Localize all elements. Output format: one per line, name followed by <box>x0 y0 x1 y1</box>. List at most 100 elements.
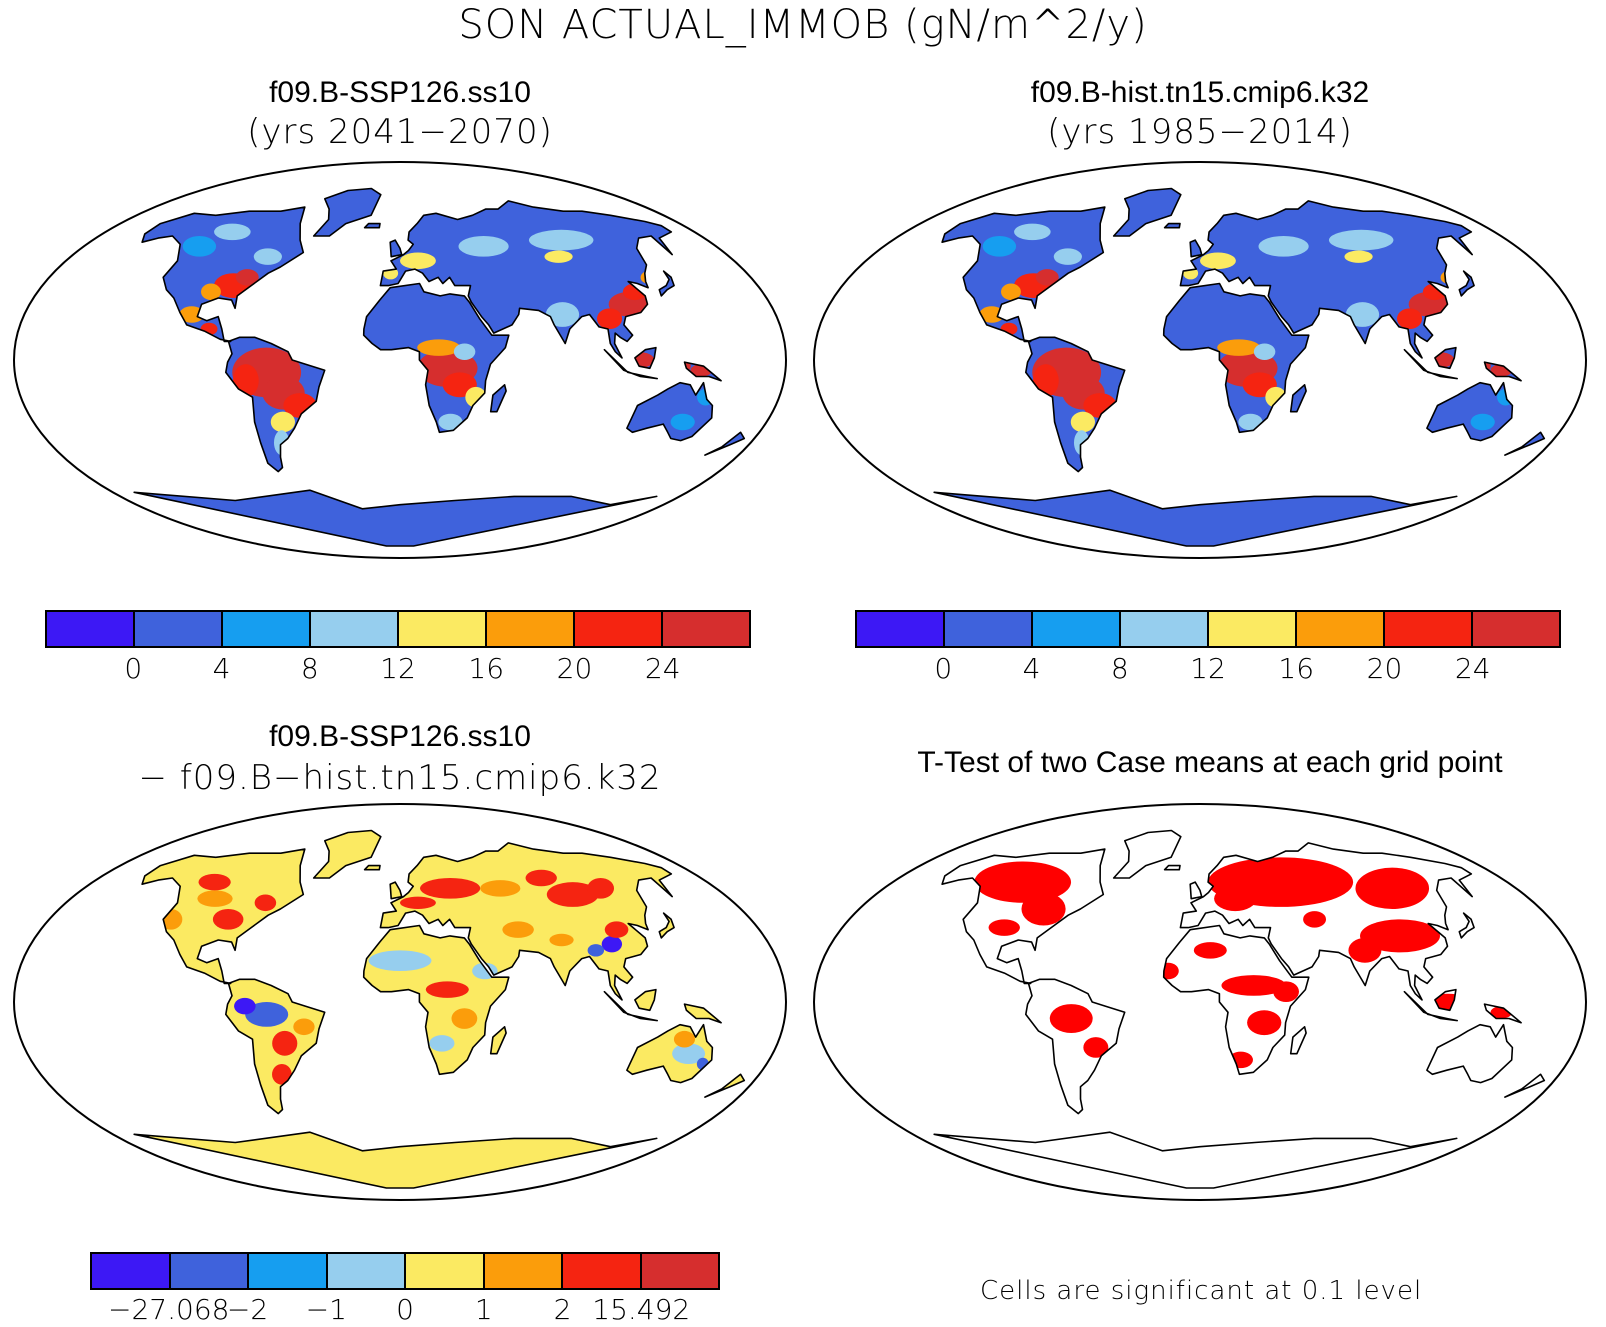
field-patch <box>1273 981 1299 1002</box>
coastline <box>362 924 510 1076</box>
colorbar-swatch <box>945 612 1033 646</box>
field-patch <box>1049 1004 1093 1033</box>
field-patch <box>214 223 251 241</box>
field-patch <box>1348 937 1382 963</box>
colorbar-swatch <box>327 1254 406 1288</box>
colorbar-swatch <box>170 1254 249 1288</box>
coastline <box>1426 381 1514 442</box>
field-patch <box>417 339 461 356</box>
colorbar-swatch <box>47 612 135 646</box>
coastline <box>933 489 1458 547</box>
field-patch <box>368 950 432 971</box>
field-patch <box>1360 919 1441 953</box>
colorbar-tick-label: 8 <box>300 652 319 685</box>
colorbar-tick-label: 15.492 <box>592 1293 691 1326</box>
coastline <box>133 1131 658 1189</box>
field-patch <box>270 411 295 433</box>
field-patch <box>1345 302 1380 327</box>
coastline <box>141 848 306 985</box>
field-patch <box>438 413 463 431</box>
field-patch <box>974 861 1072 903</box>
coastline <box>634 988 657 1012</box>
colorbar-tick-label: −1 <box>305 1293 347 1326</box>
coastline <box>1189 239 1203 258</box>
coastline <box>1025 978 1126 1115</box>
colorbar-tick-label: 0 <box>124 652 143 685</box>
colorbar-tick-label: 4 <box>212 652 231 685</box>
map-border <box>813 803 1587 1201</box>
field-patch <box>587 944 605 957</box>
coastline <box>362 282 510 434</box>
colorbar-swatch <box>487 612 575 646</box>
field-patch <box>672 1043 706 1064</box>
field-patch <box>1253 343 1276 360</box>
field-patch <box>1217 339 1261 356</box>
colorbar-swatch <box>1297 612 1385 646</box>
panel-bl-title: f09.B-SSP126.ss10 <box>269 720 531 753</box>
coastline <box>704 431 746 456</box>
coastline <box>1289 1026 1307 1055</box>
colorbar-swatch <box>1033 612 1121 646</box>
colorbar-ssp126 <box>45 610 751 648</box>
field-patch <box>1247 1010 1282 1036</box>
map-border <box>813 161 1587 559</box>
map-hist <box>813 161 1587 559</box>
coastline <box>1458 912 1475 939</box>
colorbar-swatch <box>406 1254 485 1288</box>
coastline <box>1112 187 1182 237</box>
colorbar-tick-label: 12 <box>1190 652 1226 685</box>
coastline <box>312 187 382 237</box>
coastline <box>1025 336 1126 473</box>
coastline <box>133 489 658 547</box>
coastline <box>1162 282 1310 434</box>
coastline <box>658 912 675 939</box>
coastline <box>1458 270 1475 297</box>
map-ttest <box>813 803 1587 1201</box>
coastline <box>941 206 1106 343</box>
panel-br-title: T-Test of two Case means at each grid po… <box>917 746 1503 779</box>
coastline <box>658 270 675 297</box>
field-patch <box>179 306 205 323</box>
field-patch <box>596 308 623 329</box>
colorbar-difference-labels: −27.068 −2 −1 0 1 2 15.492 <box>90 1293 720 1327</box>
field-patch <box>198 873 231 891</box>
field-patch <box>587 878 614 899</box>
map-ssp126 <box>13 161 787 559</box>
coastline <box>1434 346 1457 370</box>
colorbar-tick-label: 2 <box>553 1293 572 1326</box>
field-patch <box>1355 867 1430 909</box>
coastline <box>683 1003 722 1024</box>
colorbar-tick-label: 4 <box>1022 652 1041 685</box>
coastline <box>1179 842 1473 1001</box>
coastline <box>1163 222 1181 229</box>
coastline <box>683 361 722 382</box>
field-patch <box>1396 308 1423 329</box>
coastline <box>1163 864 1181 871</box>
field-patch <box>601 935 623 953</box>
coastline <box>1112 829 1182 879</box>
field-patch <box>528 229 594 251</box>
coastline <box>1426 1023 1514 1084</box>
colorbar-tick-label: 0 <box>396 1293 414 1326</box>
colorbar-difference <box>90 1252 720 1290</box>
coastline <box>1403 990 1458 1022</box>
coastline <box>626 381 714 442</box>
coastline <box>489 1026 507 1055</box>
field-patch <box>293 1018 315 1036</box>
field-patch <box>1053 248 1082 265</box>
field-patch <box>673 1030 695 1048</box>
field-patch <box>982 236 1017 257</box>
coastline <box>1403 348 1458 380</box>
colorbar-swatch <box>1385 612 1473 646</box>
colorbar-tick-label: 16 <box>1278 652 1315 685</box>
panel-tr-subtitle: (yrs 1985−2014) <box>1047 112 1353 152</box>
field-patch <box>1238 413 1263 431</box>
coastline <box>389 881 403 900</box>
coastline <box>603 990 658 1022</box>
colorbar-tick-label: 20 <box>1366 652 1403 685</box>
coastline <box>603 348 658 380</box>
colorbar-swatch <box>563 1254 642 1288</box>
coastline <box>1179 200 1473 359</box>
colorbar-tick-label: 12 <box>380 652 416 685</box>
colorbar-tick-label: 20 <box>556 652 593 685</box>
